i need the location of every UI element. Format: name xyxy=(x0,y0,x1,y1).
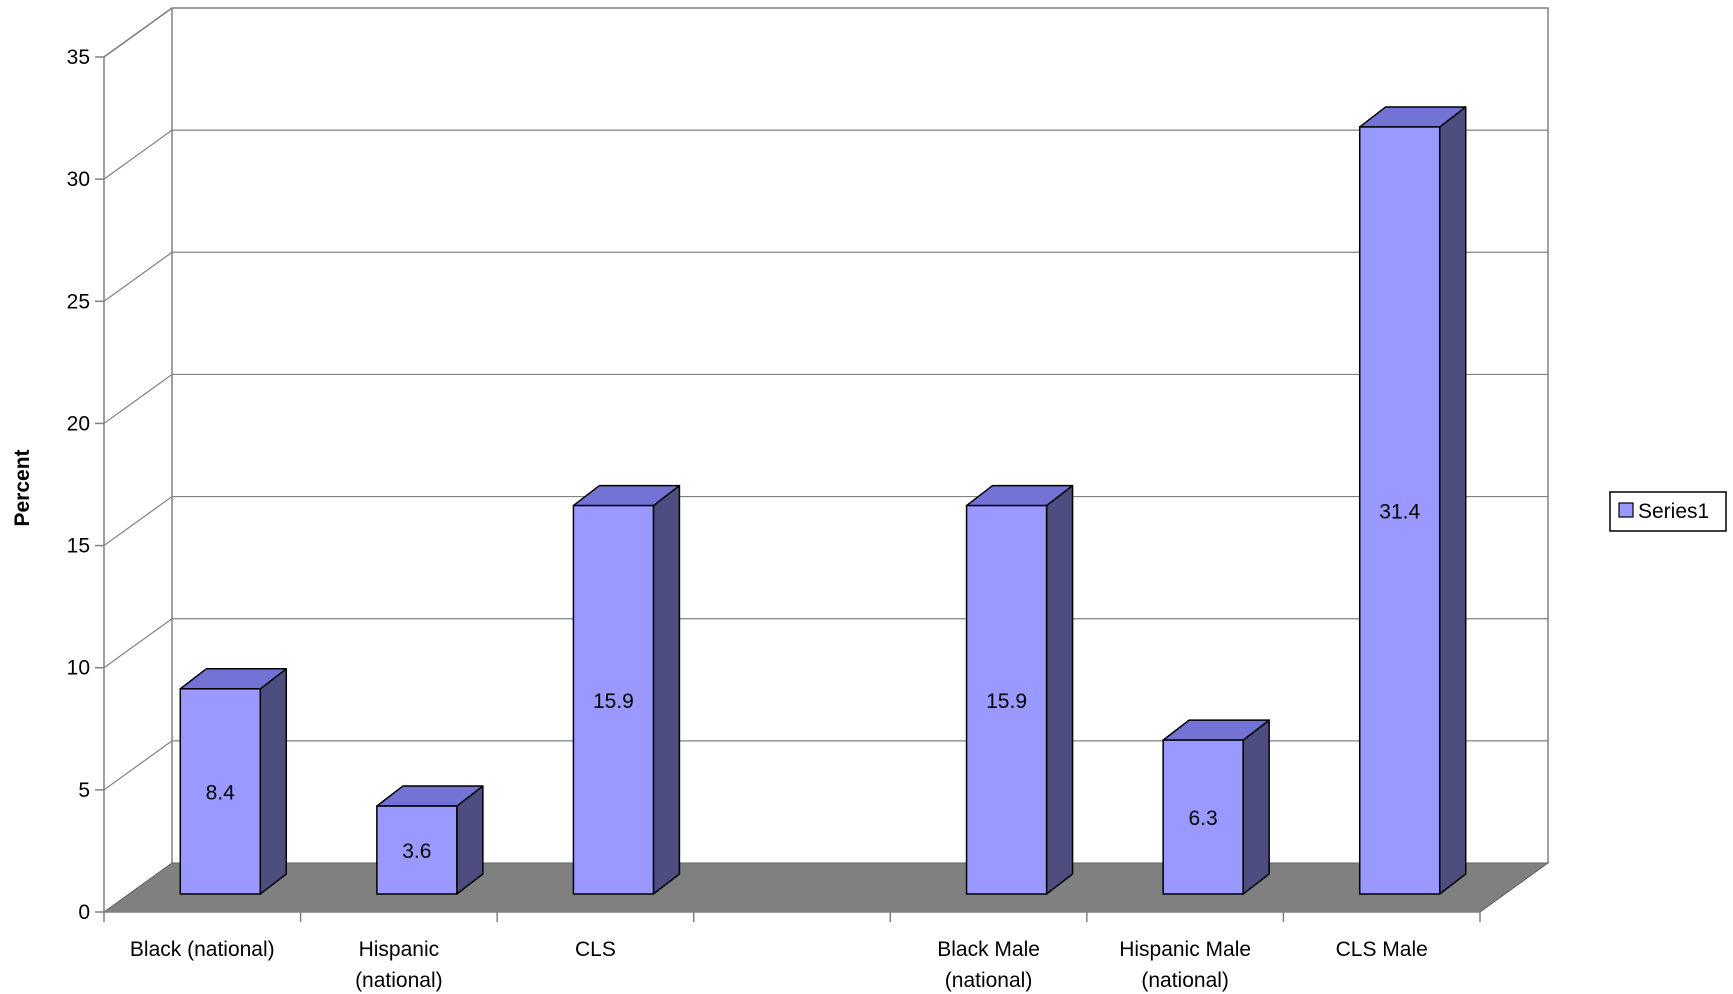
y-tick-label: 30 xyxy=(67,168,90,191)
bar-front xyxy=(572,504,655,895)
bar-side xyxy=(1242,719,1270,895)
bar: 31.4 xyxy=(1358,106,1467,895)
y-tick-label: 10 xyxy=(67,657,90,680)
category-label: (national) xyxy=(355,969,443,992)
data-label: 31.4 xyxy=(1379,500,1420,523)
bar-side xyxy=(1045,484,1074,895)
gridline-side xyxy=(103,496,173,547)
chart-floor xyxy=(102,862,1550,913)
category-label: Black Male xyxy=(937,938,1040,961)
y-axis-title: Percent xyxy=(11,449,34,526)
bar-side xyxy=(652,484,681,895)
y-tick-label: 35 xyxy=(67,46,90,69)
y-tick-label: 0 xyxy=(78,901,90,924)
category-label: Hispanic xyxy=(359,938,440,961)
y-tick-label: 20 xyxy=(67,412,90,435)
data-label: 15.9 xyxy=(593,690,634,713)
legend-label: Series1 xyxy=(1638,500,1709,523)
y-tick-label: 15 xyxy=(67,535,90,558)
gridline-side xyxy=(103,618,173,669)
bar: 6.3 xyxy=(1162,719,1270,895)
bar-front xyxy=(376,805,458,895)
bars: 8.4 3.6 15.9 15.9 6.3 31.4 xyxy=(179,106,1467,895)
gridline-side xyxy=(103,740,173,791)
category-label: Black (national) xyxy=(130,938,275,961)
y-tick-label: 25 xyxy=(67,290,90,313)
category-label: CLS xyxy=(575,938,616,961)
bar-side xyxy=(259,668,288,895)
category-label: (national) xyxy=(1141,969,1229,992)
gridline-side xyxy=(103,129,173,180)
data-label: 15.9 xyxy=(986,690,1027,713)
bar: 8.4 xyxy=(179,668,288,895)
back-wall xyxy=(171,7,1549,863)
bar-front xyxy=(965,504,1048,895)
category-label: CLS Male xyxy=(1336,938,1428,961)
data-label: 8.4 xyxy=(206,781,236,804)
data-label: 6.3 xyxy=(1189,807,1218,830)
data-label: 3.6 xyxy=(402,840,431,863)
category-label: (national) xyxy=(945,969,1033,992)
chart-walls xyxy=(103,7,1549,863)
category-label: Hispanic Male xyxy=(1119,938,1251,961)
bar-front xyxy=(179,688,262,895)
bar-front xyxy=(1358,126,1441,895)
category-labels: Black (national) Hispanic (national) CLS Bla… xyxy=(130,938,1428,992)
axes xyxy=(95,56,1481,922)
bar: 15.9 xyxy=(572,484,681,895)
gridlines xyxy=(103,7,1548,791)
y-tick-labels: 0 5 10 15 20 25 30 35 xyxy=(67,46,90,924)
y-tick-label: 5 xyxy=(78,779,90,802)
gridline-side xyxy=(103,373,173,424)
bar-front xyxy=(1162,739,1244,895)
bar: 15.9 xyxy=(965,484,1074,895)
bar: 3.6 xyxy=(376,785,484,895)
gridline-side xyxy=(103,7,173,58)
floor-plane xyxy=(102,862,1550,913)
bar-side xyxy=(1438,106,1467,895)
legend-swatch xyxy=(1618,502,1634,518)
gridline-side xyxy=(103,251,173,302)
legend: Series1 xyxy=(1609,491,1727,532)
